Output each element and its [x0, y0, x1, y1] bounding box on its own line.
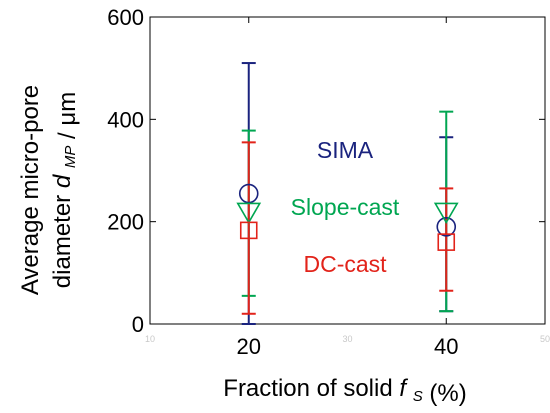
x-tick-label: 20	[237, 334, 261, 359]
x-minor-tick-label: 30	[342, 334, 352, 344]
y-axis-label-line2: diameter	[49, 195, 76, 288]
y-tick-label: 400	[107, 107, 144, 132]
x-axis-label: Fraction of solid f S (%)	[223, 375, 466, 407]
marker-square	[239, 221, 258, 240]
y-axis-label-line1: Average micro-pore	[17, 85, 44, 295]
x-tick-label: 40	[434, 334, 458, 359]
y-axis-label-2: diameter d MP / μm	[49, 92, 81, 288]
y-tick-label: 600	[107, 5, 144, 30]
x-axis-label-text: Fraction of solid	[223, 375, 392, 402]
axis-ticks: 0 200 400 600 20 40 10 30 50	[107, 5, 550, 359]
x-axis-label-sub: S	[413, 388, 423, 405]
legend-label: DC-cast	[303, 251, 387, 277]
x-axis-label-symbol: f	[399, 375, 408, 402]
y-tick-label: 200	[107, 210, 144, 235]
data-markers	[236, 183, 459, 251]
y-tick-label: 0	[132, 312, 144, 337]
y-axis-label-sub: MP	[62, 146, 79, 169]
y-axis-label: Average micro-pore	[17, 85, 44, 295]
y-axis-label-symbol: d	[49, 174, 76, 188]
legend-label: SIMA	[317, 137, 374, 163]
y-axis-label-unit: / μm	[54, 92, 81, 139]
marker-triangle	[433, 202, 459, 225]
x-axis-label-unit: (%)	[429, 380, 466, 407]
x-minor-tick-label: 10	[145, 334, 155, 344]
marker-square	[437, 233, 456, 251]
error-bars	[241, 62, 454, 325]
marker-circle	[238, 183, 259, 204]
marker-triangle	[236, 202, 262, 225]
legend-label: Slope-cast	[291, 194, 400, 220]
marker-circle	[436, 216, 457, 237]
x-minor-tick-label: 50	[540, 334, 550, 344]
plot-frame	[149, 16, 546, 325]
legend: SIMA Slope-cast DC-cast	[291, 137, 400, 277]
